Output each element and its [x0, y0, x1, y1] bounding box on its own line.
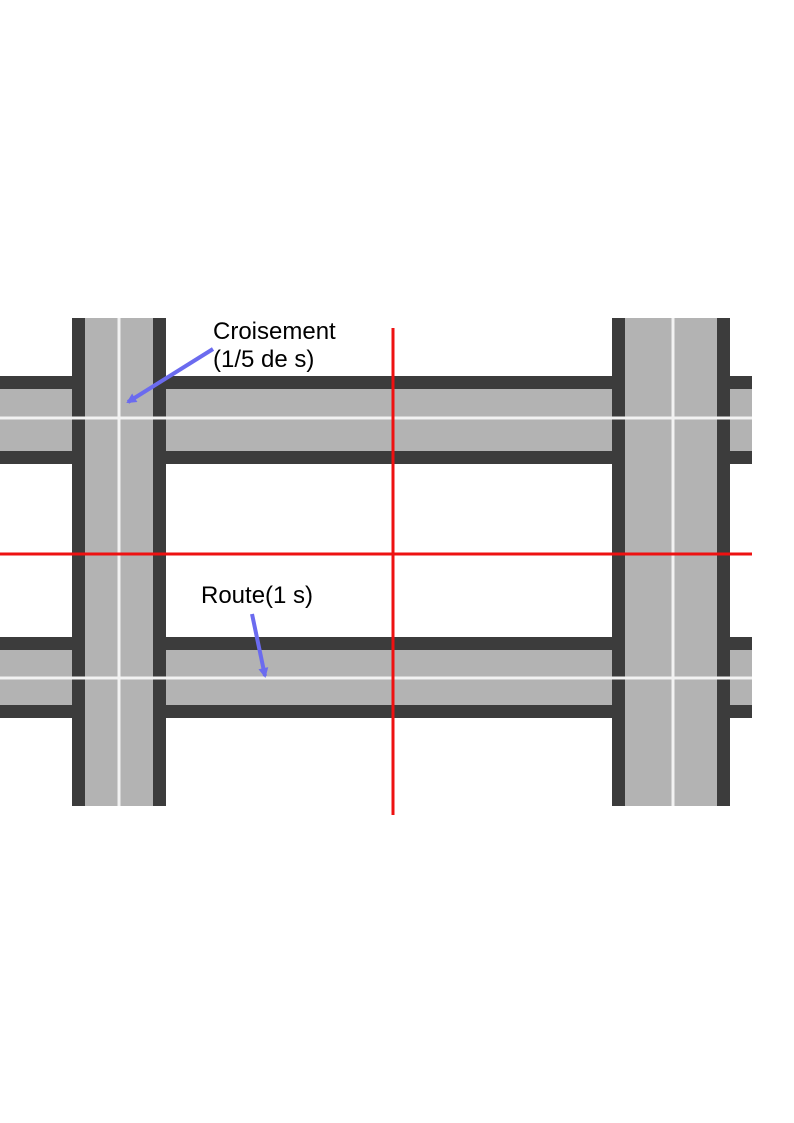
- road-border-bottom: [0, 705, 752, 718]
- road-arrow: [250, 613, 269, 678]
- crossing-arrow: [126, 347, 215, 404]
- road-border-right: [717, 318, 730, 806]
- vertical-road-right: [612, 318, 730, 806]
- road-border-left: [72, 318, 85, 806]
- road-border-right: [153, 318, 166, 806]
- crossing-label-line1: Croisement: [213, 318, 336, 345]
- center-lines: [0, 318, 752, 806]
- road-border-top: [0, 637, 752, 650]
- road-surface: [612, 318, 730, 806]
- crossing-label-line2: (1/5 de s): [213, 346, 314, 373]
- section-lines: [0, 328, 752, 815]
- road-border-bottom: [0, 451, 752, 464]
- road-border-top: [0, 376, 752, 389]
- road-label: Route(1 s): [201, 582, 313, 609]
- road-border-left: [612, 318, 625, 806]
